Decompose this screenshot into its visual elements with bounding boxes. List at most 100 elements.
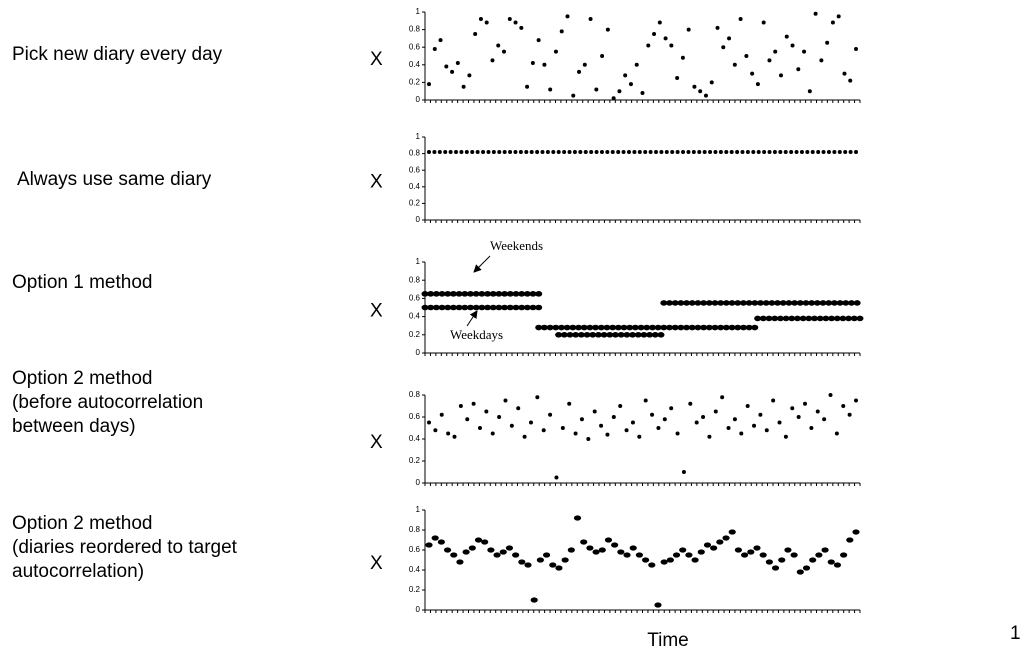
point (683, 300, 691, 306)
point (566, 332, 574, 338)
point (618, 404, 623, 408)
point (586, 324, 594, 331)
point (438, 291, 446, 297)
y-tick-label: 0.8 (409, 525, 421, 534)
point (759, 552, 767, 558)
point (513, 20, 518, 25)
point (512, 291, 520, 297)
point (680, 55, 685, 60)
point (856, 315, 864, 322)
point (555, 332, 563, 338)
point (437, 539, 445, 545)
point (702, 149, 707, 154)
point (651, 332, 659, 338)
point (461, 291, 469, 297)
point (634, 332, 642, 338)
point (604, 537, 613, 543)
point (609, 324, 617, 331)
point (425, 542, 433, 548)
point (643, 398, 648, 403)
point (734, 324, 742, 331)
point (567, 149, 572, 154)
point (819, 58, 824, 63)
point (546, 324, 554, 331)
point (717, 324, 725, 331)
point (512, 552, 520, 558)
point (495, 304, 503, 311)
point (540, 324, 548, 331)
point (813, 300, 821, 306)
point (741, 552, 749, 558)
point (779, 300, 787, 306)
point (617, 549, 625, 555)
point (772, 149, 777, 154)
y-axis-label: X (370, 49, 383, 70)
point (701, 415, 706, 419)
point (427, 291, 435, 297)
point (484, 291, 492, 297)
point (489, 304, 497, 311)
point (848, 149, 853, 154)
point (783, 434, 788, 439)
point (489, 291, 497, 297)
point (614, 324, 622, 331)
point (771, 315, 779, 322)
point (785, 300, 793, 306)
point (692, 84, 697, 89)
point (664, 149, 669, 154)
point (747, 549, 755, 555)
point (561, 557, 569, 563)
point (518, 559, 526, 565)
point (468, 545, 476, 551)
point (557, 324, 565, 331)
point (683, 324, 691, 331)
y-axis-label: X (370, 172, 383, 193)
point (567, 547, 575, 553)
point (578, 149, 583, 154)
point (456, 559, 464, 565)
point (816, 149, 821, 154)
point (535, 291, 543, 297)
point (592, 549, 600, 555)
point (854, 398, 858, 403)
point (572, 332, 580, 338)
point (784, 34, 789, 39)
point (762, 149, 767, 154)
point (833, 315, 841, 322)
point (778, 557, 786, 563)
point (796, 67, 801, 72)
point (637, 434, 642, 439)
y-tick-label: 0 (416, 215, 421, 224)
point (473, 32, 478, 36)
point (466, 304, 474, 311)
point (745, 149, 750, 154)
point (705, 324, 713, 331)
point (572, 149, 577, 154)
point (771, 398, 776, 403)
point (728, 324, 736, 331)
point (495, 291, 503, 297)
point (694, 300, 702, 306)
point (470, 149, 475, 154)
point (471, 401, 476, 406)
point (524, 149, 529, 154)
point (771, 565, 780, 571)
point (790, 406, 795, 411)
point (599, 423, 604, 428)
point (518, 149, 523, 154)
point (474, 537, 483, 543)
point (637, 149, 642, 154)
point (671, 300, 679, 306)
point (519, 25, 524, 30)
y-tick-label: 0.8 (409, 390, 421, 399)
point (632, 149, 637, 154)
point (843, 149, 848, 154)
point (502, 149, 507, 154)
point (573, 515, 582, 521)
point (626, 149, 631, 154)
point (589, 332, 597, 338)
point (825, 40, 830, 45)
point (484, 20, 489, 25)
point (478, 291, 486, 297)
point (845, 315, 853, 322)
